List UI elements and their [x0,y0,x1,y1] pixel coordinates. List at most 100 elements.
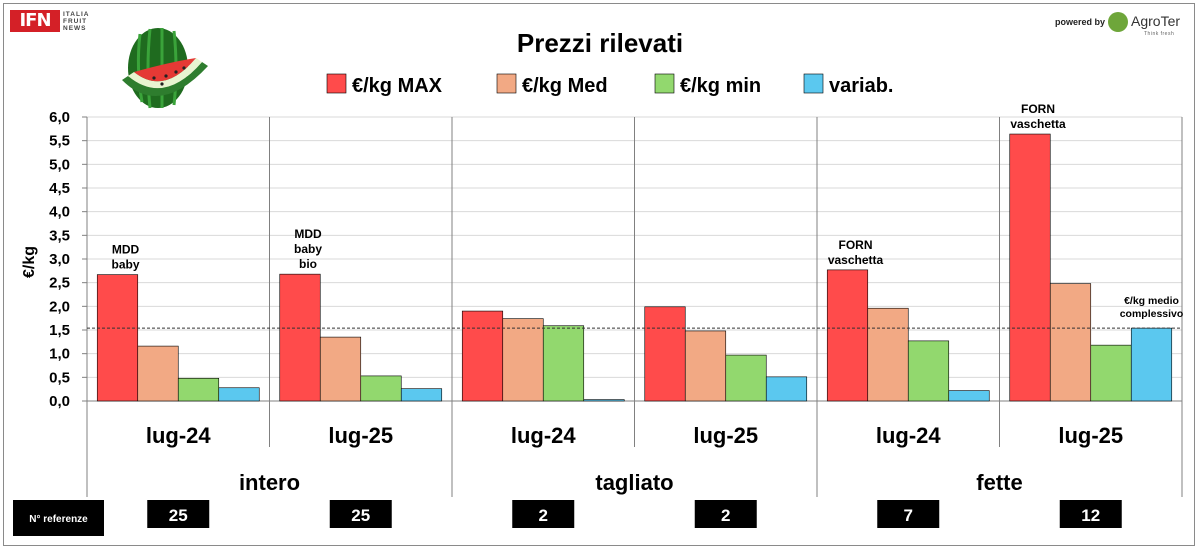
powered-by-label: powered by [1055,17,1106,27]
reference-count: 2 [721,506,730,525]
bar [461,310,504,402]
chart-legend: €/kg MAX €/kg Med €/kg min variab. [326,73,893,97]
reference-count-box [694,500,757,528]
reference-count-box [877,500,940,528]
legend-label: €/kg min [680,75,761,97]
agroter-name: AgroTer [1131,13,1181,29]
x-group-label: intero [239,470,300,495]
bar [948,390,990,402]
y-tick-label: 4,0 [49,204,70,221]
bar-annotation: vaschetta [828,253,884,267]
x-group-label: fette [976,470,1022,495]
chart-grid [86,116,1183,497]
y-axis-label: €/kg [21,246,38,278]
bar [542,325,585,402]
bar-annotation: MDD [294,227,322,241]
ifn-line-3: NEWS [63,25,87,32]
leaf-icon [1108,12,1128,32]
reference-count-box [329,500,392,528]
bar [867,307,909,402]
reference-count: 7 [904,506,913,525]
y-tick-label: 6,0 [49,109,70,126]
bar-annotation: baby [111,258,139,272]
ifn-logo-tagline: ITALIA FRUIT NEWS [63,11,103,32]
bar [279,273,321,402]
references-label: N° referenze [29,514,88,525]
legend-label: €/kg Med [522,75,608,97]
bar [725,354,767,402]
bar-annotation: FORN [1021,102,1055,116]
bar [1009,133,1051,402]
y-tick-label: 3,0 [49,251,70,268]
bar [583,399,625,402]
annotations: MDDbabyMDDbabybioFORNvaschettaFORNvasche… [111,102,1066,272]
reference-count-box [1059,500,1122,528]
x-category-label: lug-24 [146,423,212,448]
y-tick-label: 5,5 [49,133,70,150]
bar [360,375,402,402]
agroter-tagline: Think fresh [1144,31,1175,37]
bar [218,387,260,402]
bar [137,345,179,402]
y-tick-label: 2,5 [49,275,70,292]
legend-swatch [803,73,824,94]
x-category-label: lug-25 [328,423,393,448]
chart-frame [3,3,1195,546]
x-axis: lug-24 lug-25 lug-24 lug-25 lug-24 lug-25 inte… [146,423,1123,495]
y-tick-label: 4,5 [49,180,70,197]
y-tick-label: 1,5 [49,322,70,339]
y-axis: 0,0 0,5 1,0 1,5 2,0 2,5 3,0 3,5 4,0 4,5 5,0 5,5 6,0 €… [21,109,88,410]
y-tick-label: 2,0 [49,298,70,315]
x-group-label: tagliato [595,470,673,495]
reference-count: 25 [169,506,188,525]
bar-annotation: vaschetta [1010,117,1066,131]
x-category-label: lug-24 [511,423,577,448]
reference-count-box [512,500,575,528]
bar-annotation: MDD [112,243,140,257]
reference-line-label: €/kg medio [1124,295,1179,307]
agroter-logo: AgroTer Think fresh [1108,10,1188,37]
bar [684,330,727,402]
bar [177,377,220,402]
references-label-box [13,500,104,536]
y-tick-label: 3,5 [49,227,70,244]
legend-swatch [654,73,675,94]
bar [319,336,362,402]
bar [502,318,544,402]
bar [1130,327,1173,402]
reference-count-box [147,500,210,528]
watermelon-icon [122,27,208,109]
bar [1049,283,1092,402]
reference-count: 2 [539,506,548,525]
ifn-line-2: FRUIT [63,18,88,25]
ifn-logo-mark: IFN [10,10,60,32]
ifn-line-1: ITALIA [63,11,90,18]
bar [907,340,950,402]
bar-annotation: FORN [839,238,873,252]
bar [96,274,139,402]
bar-annotation: baby [294,242,322,256]
y-tick-label: 5,0 [49,156,70,173]
x-category-label: lug-24 [876,423,942,448]
legend-label: variab. [829,75,893,97]
y-tick-label: 0,5 [49,369,70,386]
reference-count: 25 [351,506,370,525]
legend-swatch [326,73,347,94]
x-category-label: lug-25 [1058,423,1123,448]
bar [644,306,686,402]
chart-title: Prezzi rilevati [517,28,683,58]
bar-annotation: bio [299,257,317,271]
legend-label: €/kg MAX [352,75,443,97]
legend-swatch [496,73,517,94]
reference-line-label: complessivo [1120,308,1184,320]
reference-count: 12 [1081,506,1100,525]
bar [826,269,869,402]
ifn-logo: IFN ITALIA FRUIT NEWS [10,10,100,36]
x-category-label: lug-25 [693,423,758,448]
bar [765,376,808,402]
y-tick-label: 0,0 [49,393,70,410]
bar [400,388,443,402]
references-row: N° referenze 25 25 2 2 7 12 [13,500,1122,536]
